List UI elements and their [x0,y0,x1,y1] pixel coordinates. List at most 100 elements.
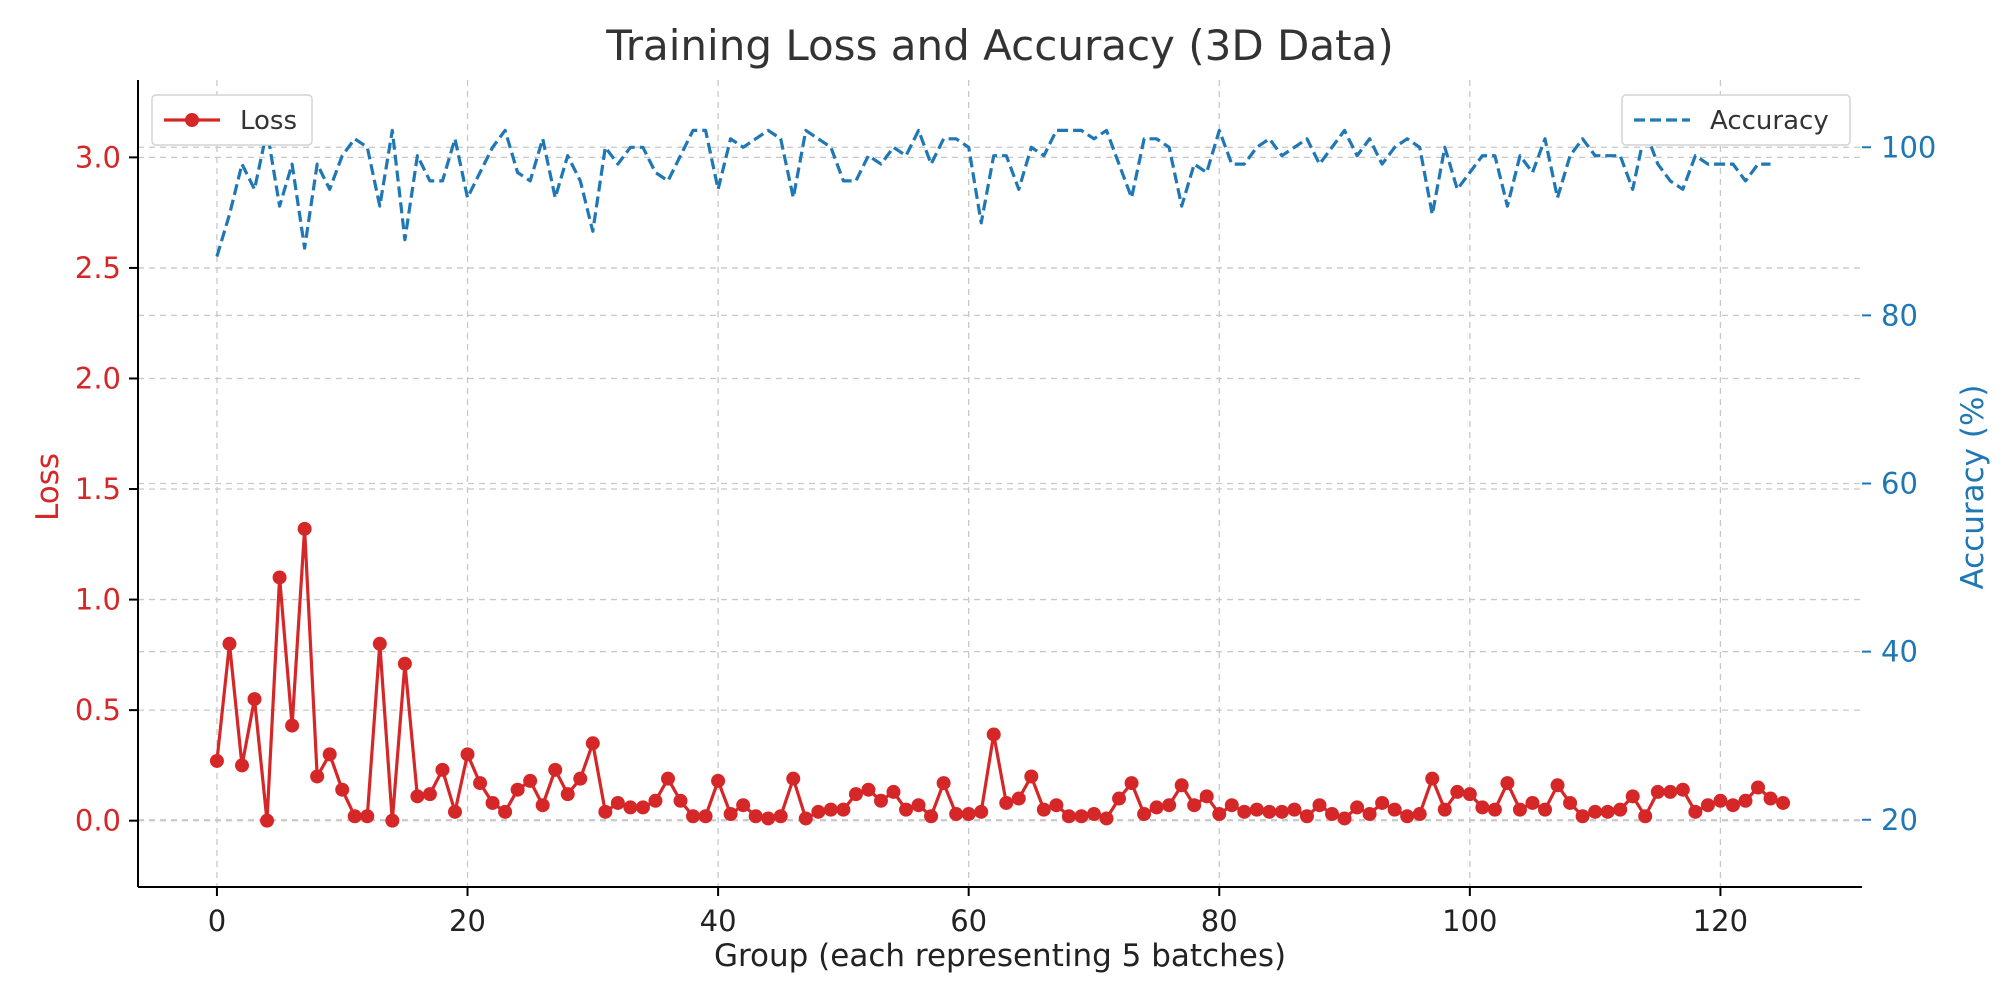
loss-point [1350,800,1365,815]
loss-point [1538,802,1553,817]
loss-point [1412,807,1427,822]
loss-point [974,804,989,819]
x-tick-label: 20 [449,904,486,938]
y-tick-label-right: 40 [1881,635,1918,669]
loss-point [485,795,500,810]
loss-point [798,811,813,826]
loss-point [660,771,675,786]
loss-point [1776,795,1791,810]
loss-point [1763,791,1778,806]
loss-point [523,773,538,788]
legends: Loss Accuracy [151,94,1851,146]
loss-point [585,736,600,751]
loss-point [310,769,325,784]
loss-point [435,762,450,777]
loss-point [1011,791,1026,806]
loss-point [1550,778,1565,793]
loss-point [761,811,776,826]
loss-point [1249,802,1264,817]
loss-point [1187,798,1202,813]
loss-point [1262,804,1277,819]
loss-point [610,795,625,810]
loss-point [1512,802,1527,817]
loss-point [911,798,926,813]
loss-point [1049,798,1064,813]
loss-point [961,807,976,822]
loss-point [1751,780,1766,795]
y-tick-label-left: 1.0 [75,583,121,617]
loss-point [1061,809,1076,824]
loss-point [861,782,876,797]
loss-legend-box [151,94,313,146]
loss-legend-marker [185,113,199,127]
loss-point [1700,798,1715,813]
loss-point [648,793,663,808]
loss-point [1137,807,1152,822]
loss-point [811,804,826,819]
loss-point [1600,804,1615,819]
loss-point [1450,784,1465,799]
loss-point [786,771,801,786]
loss-point [1400,809,1415,824]
loss-point [886,784,901,799]
y-axis-label-right: Accuracy (%) [1955,384,1991,589]
loss-point [360,809,375,824]
loss-point [723,807,738,822]
loss-point [510,782,525,797]
y-tick-label-left: 0.5 [75,693,121,727]
loss-point [1299,809,1314,824]
loss-point [1375,795,1390,810]
y-tick-label-left: 2.0 [75,361,121,395]
loss-point [573,771,588,786]
loss-point [1588,804,1603,819]
loss-point [936,776,951,791]
loss-point [1149,800,1164,815]
loss-point [1575,809,1590,824]
y-tick-label-left: 2.5 [75,251,121,285]
x-tick-label: 0 [208,904,226,938]
loss-point [1337,811,1352,826]
loss-point [347,809,362,824]
loss-point [848,787,863,802]
loss-point [447,804,462,819]
loss-point [1425,771,1440,786]
loss-point [623,800,638,815]
loss-point [1325,807,1340,822]
accuracy-line [215,128,1771,257]
loss-point [234,758,249,773]
loss-point [1036,802,1051,817]
axes: 0 20 40 60 80 100 120 0.0 0.5 1.0 1.5 2.0 2.5 3.0 20 40… [75,80,1936,938]
loss-line [215,527,1784,823]
loss-point [1024,769,1039,784]
loss-point [773,809,788,824]
loss-point [1362,807,1377,822]
loss-point [1638,809,1653,824]
loss-point [372,636,387,651]
loss-point [1212,807,1227,822]
y-tick-label-right: 20 [1881,803,1918,837]
loss-point [1725,798,1740,813]
loss-point [698,809,713,824]
loss-point [598,804,613,819]
loss-point [1500,776,1515,791]
x-tick-label: 80 [1201,904,1238,938]
loss-point [711,773,726,788]
loss-legend-label: Loss [240,106,297,136]
loss-point [1074,809,1089,824]
loss-point [322,747,337,762]
y-tick-label-left: 0.0 [75,804,121,838]
loss-point [410,789,425,804]
loss-point [1487,802,1502,817]
loss-point [209,753,224,768]
loss-point [736,798,751,813]
x-tick-label: 60 [950,904,987,938]
y-tick-label-right: 100 [1881,130,1936,164]
loss-point [560,787,575,802]
x-tick-label: 100 [1442,904,1497,938]
loss-point [1475,800,1490,815]
loss-point [1738,793,1753,808]
loss-point [635,800,650,815]
loss-point [1274,804,1289,819]
